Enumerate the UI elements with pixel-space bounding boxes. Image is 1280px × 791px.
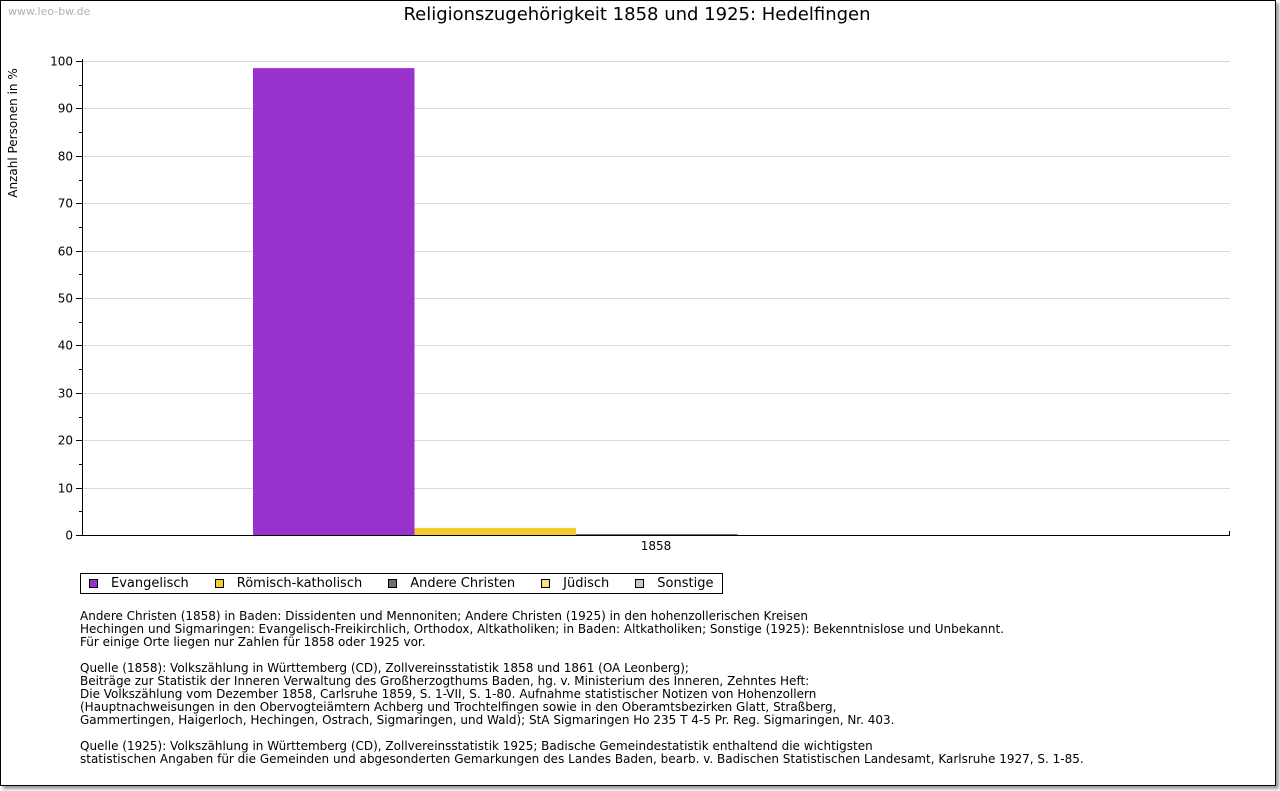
y-tick-label: 40: [58, 339, 73, 353]
y-tick-label: 70: [58, 197, 73, 211]
bar-andere-christen: [576, 534, 738, 535]
y-tick-label: 10: [58, 482, 73, 496]
y-tick-label: 20: [58, 434, 73, 448]
y-tick-label: 0: [65, 529, 73, 543]
bar-chart: 0 10 20 30 40 50 60 70 80 90 100 1858: [50, 55, 1230, 553]
legend-label: Römisch-katholisch: [236, 576, 363, 591]
y-tick-label: 90: [58, 102, 73, 116]
note-paragraph: Quelle (1925): Volkszählung in Württembe…: [80, 740, 1084, 766]
note-line: Quelle (1858): Volkszählung in Württembe…: [80, 661, 689, 675]
note-line: Beiträge zur Statistik der Inneren Verwa…: [80, 674, 810, 688]
y-tick-label: 100: [50, 55, 73, 69]
chart-title: Religionszugehörigkeit 1858 und 1925: He…: [403, 4, 871, 25]
legend-item: Jüdisch: [541, 576, 609, 591]
legend-swatch: [635, 579, 645, 588]
watermark: www.leo-bw.de: [8, 5, 91, 18]
legend-item: Evangelisch: [89, 576, 189, 591]
legend-label: Evangelisch: [111, 576, 189, 591]
note-line: Für einige Orte liegen nur Zahlen für 18…: [80, 635, 426, 649]
legend-item: Sonstige: [635, 576, 713, 591]
note-line: Gammertingen, Haigerloch, Hechingen, Ost…: [80, 713, 895, 727]
legend-item: Römisch-katholisch: [214, 576, 363, 591]
legend-swatch: [89, 579, 98, 588]
note-line: Die Volkszählung vom Dezember 1858, Carl…: [80, 687, 817, 701]
note-line: Quelle (1925): Volkszählung in Württembe…: [80, 739, 873, 753]
note-paragraph: Quelle (1858): Volkszählung in Württembe…: [80, 662, 1084, 727]
legend-label: Sonstige: [657, 576, 714, 591]
legend-swatch: [541, 579, 551, 588]
bar-r-misch-katholisch: [414, 527, 576, 535]
legend-item: Andere Christen: [388, 576, 515, 591]
x-tick-label: 1858: [641, 539, 672, 553]
y-tick-label: 80: [58, 150, 73, 164]
legend-swatch: [214, 579, 224, 588]
y-tick-label: 50: [58, 292, 73, 306]
y-tick-label: 60: [58, 245, 73, 259]
legend: Evangelisch Römisch-katholisch Andere Chri…: [80, 573, 724, 594]
note-line: (Hauptnachweisungen in den Obervogteiämt…: [80, 700, 837, 714]
footnotes: Andere Christen (1858) in Baden: Disside…: [80, 610, 1084, 779]
note-line: statistischen Angaben für die Gemeinden …: [80, 752, 1084, 766]
bar-evangelisch: [253, 68, 415, 536]
legend-label: Andere Christen: [410, 576, 516, 591]
legend-label: Jüdisch: [563, 576, 610, 591]
y-tick-label: 30: [58, 387, 73, 401]
note-line: Hechingen und Sigmaringen: Evangelisch-F…: [80, 622, 1004, 636]
note-paragraph: Andere Christen (1858) in Baden: Disside…: [80, 610, 1084, 649]
note-line: Andere Christen (1858) in Baden: Disside…: [80, 609, 808, 623]
legend-swatch: [388, 579, 398, 588]
